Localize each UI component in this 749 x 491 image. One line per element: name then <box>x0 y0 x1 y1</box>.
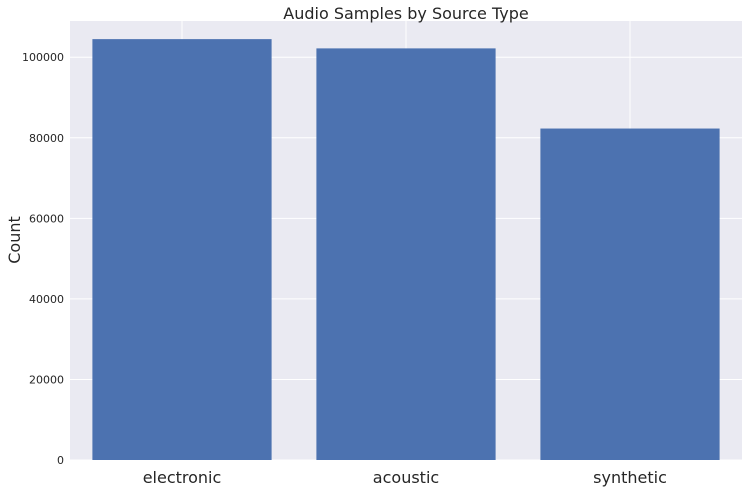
chart-title: Audio Samples by Source Type <box>283 4 528 23</box>
y-tick-label: 0 <box>57 454 64 467</box>
x-axis-ticks: electronic acoustic synthetic <box>143 468 667 487</box>
bars <box>92 39 720 461</box>
y-tick-label: 100000 <box>22 51 64 64</box>
bar-synthetic <box>540 128 720 461</box>
x-tick-label: acoustic <box>373 468 439 487</box>
y-tick-label: 40000 <box>29 293 64 306</box>
y-axis-label: Count <box>5 216 24 264</box>
x-tick-label: electronic <box>143 468 222 487</box>
bar-electronic <box>92 39 272 461</box>
bar-acoustic <box>316 48 496 461</box>
y-tick-label: 60000 <box>29 212 64 225</box>
x-tick-label: synthetic <box>593 468 667 487</box>
y-tick-label: 20000 <box>29 373 64 386</box>
y-axis-ticks: 0 20000 40000 60000 80000 100000 <box>22 51 64 467</box>
y-tick-label: 80000 <box>29 132 64 145</box>
